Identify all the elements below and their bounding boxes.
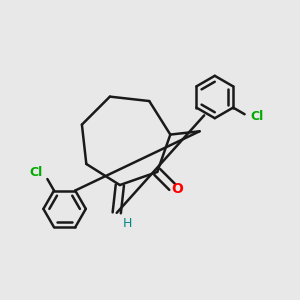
Text: Cl: Cl xyxy=(29,166,42,179)
Text: H: H xyxy=(123,217,133,230)
Text: O: O xyxy=(172,182,183,196)
Text: Cl: Cl xyxy=(250,110,263,123)
